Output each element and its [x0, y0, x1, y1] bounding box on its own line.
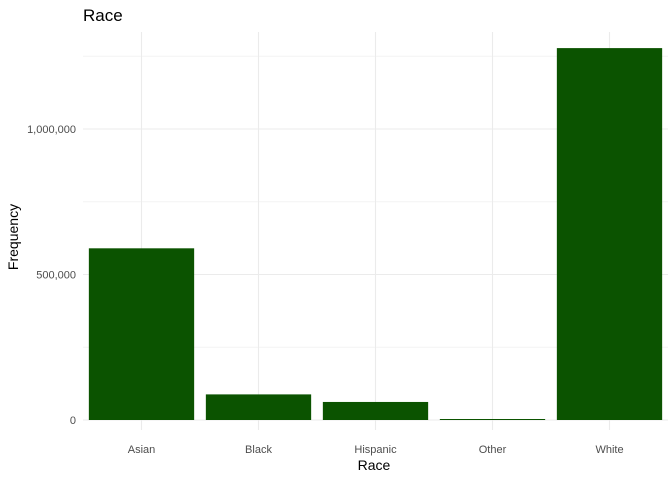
x-axis-title: Race: [358, 457, 391, 473]
x-tick-label: Black: [245, 444, 272, 456]
x-tick-label: Asian: [128, 444, 156, 456]
bar-asian: [88, 248, 195, 420]
bar-other: [439, 419, 546, 420]
y-axis-ticks: 0 500,000 1,000,000: [27, 124, 76, 427]
bar-white: [556, 48, 663, 421]
bar-black: [205, 394, 312, 420]
y-tick-label: 0: [70, 415, 76, 427]
chart-title: Race: [83, 6, 123, 25]
x-axis-ticks: Asian Black Hispanic Other White: [128, 444, 624, 456]
bars: [88, 48, 663, 421]
y-tick-label: 500,000: [36, 270, 76, 282]
y-axis-title: Frequency: [5, 204, 21, 270]
y-tick-label: 1,000,000: [27, 124, 76, 136]
x-tick-label: Hispanic: [354, 444, 397, 456]
x-tick-label: White: [595, 444, 623, 456]
bar-hispanic: [322, 401, 429, 420]
x-tick-label: Other: [479, 444, 507, 456]
